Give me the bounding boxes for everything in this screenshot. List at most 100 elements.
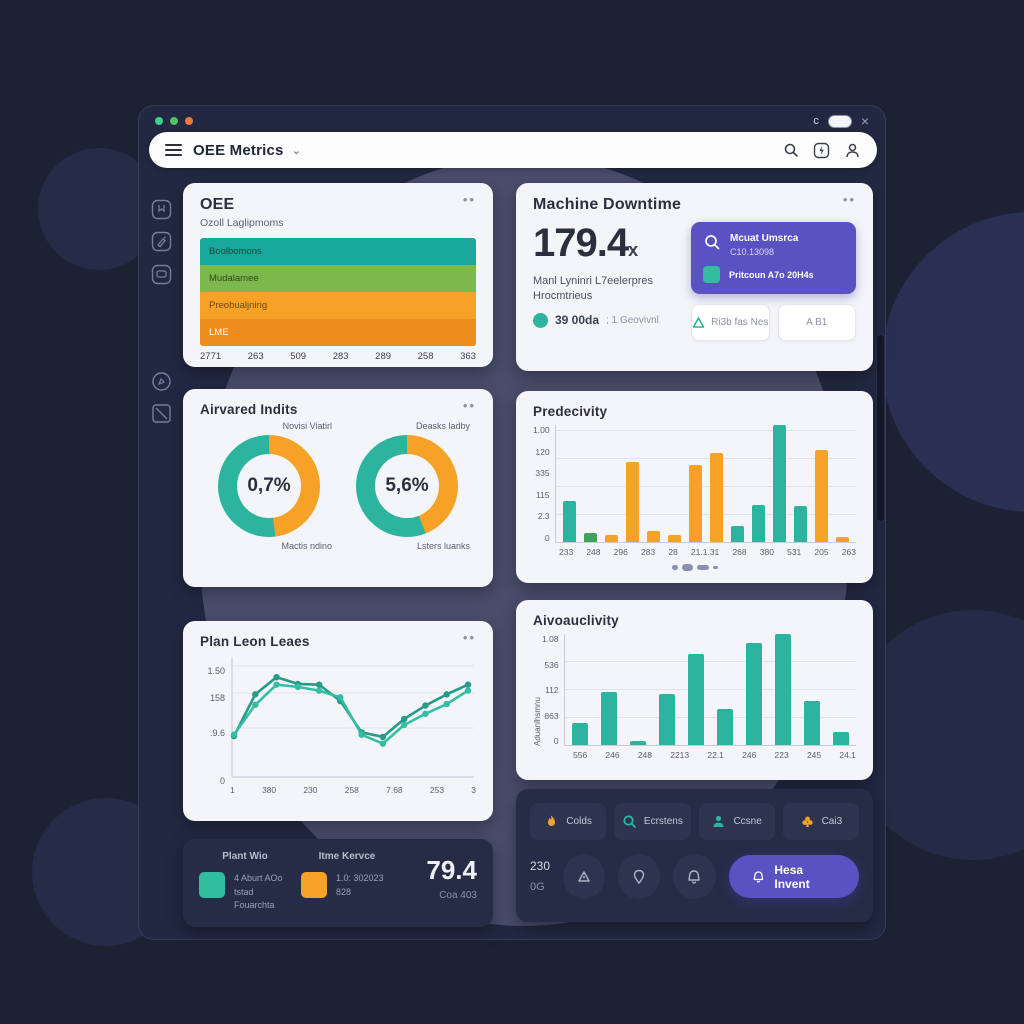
x-tick-label: 230 [303,785,318,795]
app-window: c × OEE Metrics ⌄ [138,105,886,940]
chip-label: Ecrstens [643,816,683,827]
card-title: Airvared Indits [200,402,298,417]
chart-bar [625,462,639,542]
overflow-menu-icon[interactable]: •• [462,192,476,207]
chart-bar [745,642,762,745]
data-point-marker [358,731,365,738]
location-button[interactable] [618,854,661,899]
oee-bar: LME [200,319,476,346]
search-icon[interactable] [783,142,799,158]
donut-top-label: Novisi Viatirl [282,421,332,431]
donut-row: Novisi Viatirl 0,7% Mactis ndino Deasks lad… [200,421,476,551]
x-tick-label: 289 [375,351,392,362]
chevron-down-icon[interactable]: ⌄ [291,144,301,157]
x-tick-label: 2213 [670,750,690,760]
refresh-control[interactable]: c [813,115,819,127]
bell-icon [753,870,763,882]
chip-label: Cai3 [821,816,843,827]
highlight-panel[interactable]: Mcuat Umsrca C10.13098 Pritcoun A7o 20H4… [691,222,856,294]
chart-bar [709,453,723,542]
close-icon[interactable]: × [860,113,869,129]
y-tick-label: 0 [544,532,550,543]
person-icon [711,814,726,829]
chart-bar [687,653,704,745]
productivity-card: Aivoauclivity Aduanlhsmnu 1.08 536 112 863 0… [516,600,873,780]
page-dot[interactable] [712,566,718,569]
pagination-dots[interactable] [533,564,856,571]
chip-button[interactable]: Ecrstens [614,803,691,840]
data-point-marker [337,694,344,701]
data-point-marker [464,681,472,688]
chip-button[interactable]: Cai3 [782,803,859,840]
status-dot-icon [533,312,548,328]
chart-bar [730,525,744,542]
legend-text: 1.0: 302023 828 [336,873,384,897]
button-label: Ri3b fas Nes [711,317,769,328]
oee-card: OEE •• Ozoll Laglipmoms Boolbomons Mudala… [183,183,493,367]
flame-icon [544,814,559,829]
chip-row: Colds Ecrstens Ccsne Cai3 [530,803,859,840]
location-pin-icon [634,869,645,884]
page-title: OEE Metrics [193,141,284,159]
column-header: Plant Wio [222,851,268,862]
chart-bar [604,534,618,542]
bar-chart-plot [563,634,856,746]
data-point-marker [294,683,302,691]
button-label: A B1 [806,317,828,328]
panel-line3: Pritcoun A7o 20H4s [729,269,814,280]
x-tick-label: 263 [247,351,264,362]
bolt-icon[interactable] [813,142,830,159]
card-title: Plan Leon Leaes [200,634,310,649]
data-point-marker [315,681,323,688]
summary-card: Plant Wio 4 Aburt AOo tstad Fouarchta It… [183,839,493,927]
alert-button[interactable] [563,854,606,899]
chart-bar [600,691,617,745]
overflow-menu-icon[interactable]: •• [462,630,476,645]
traffic-light-icon[interactable] [185,117,193,125]
legend-square-icon [703,266,720,283]
line-chart-plot [230,657,474,778]
user-avatar-icon[interactable] [844,142,861,159]
secondary-button[interactable]: A B1 [777,304,856,341]
chip-button[interactable]: Colds [530,803,607,840]
scrollbar[interactable] [876,334,885,522]
sidebar-item-bookmark-icon[interactable] [151,199,172,220]
overflow-menu-icon[interactable]: •• [462,398,476,413]
chip-label: Colds [566,816,592,827]
page-dot[interactable] [696,565,709,570]
x-tick-label: 22.1 [707,750,724,760]
y-tick-label: 1.50 [207,665,225,676]
summary-subvalue: Coa 403 [439,890,477,901]
menu-icon[interactable] [165,144,182,156]
x-tick-label: 233 [559,547,574,557]
chip-button[interactable]: Ccsne [698,803,775,840]
chart-bar [803,700,820,745]
chart-bar [814,449,828,542]
window-toggle[interactable] [827,114,852,128]
downtime-value: 179.4x [533,221,638,265]
x-tick-label: 253 [429,785,445,795]
sidebar-item-draw-icon[interactable] [151,403,172,424]
report-button[interactable]: Ri3b fas Nes [691,304,770,341]
page-dot[interactable] [671,565,678,570]
traffic-light-buttons [155,117,193,125]
value-suffix: x [628,240,638,260]
data-point-marker [273,673,280,681]
traffic-light-icon[interactable] [170,117,178,125]
sidebar-item-compass-icon[interactable] [151,371,172,392]
page-dot[interactable] [681,564,693,571]
sidebar-item-edit-icon[interactable] [151,231,172,252]
overflow-menu-icon[interactable]: •• [842,192,856,207]
primary-action-button[interactable]: Hesa Invent [728,855,860,898]
oee-bar-label: Boolbomons [209,246,262,257]
traffic-light-icon[interactable] [155,117,163,125]
card-title: Predecivity [533,404,608,419]
sidebar-item-chat-icon[interactable] [151,264,172,285]
notifications-button[interactable] [673,854,716,899]
x-tick-label: 363 [460,351,476,362]
panel-line2: C10.13098 [730,247,775,257]
oee-x-axis: 2771 263 509 283 289 258 363 [200,351,476,362]
x-tick-label: 223 [774,750,789,760]
donut-top-label: Deasks ladby [415,421,470,431]
data-point-marker [422,702,429,709]
